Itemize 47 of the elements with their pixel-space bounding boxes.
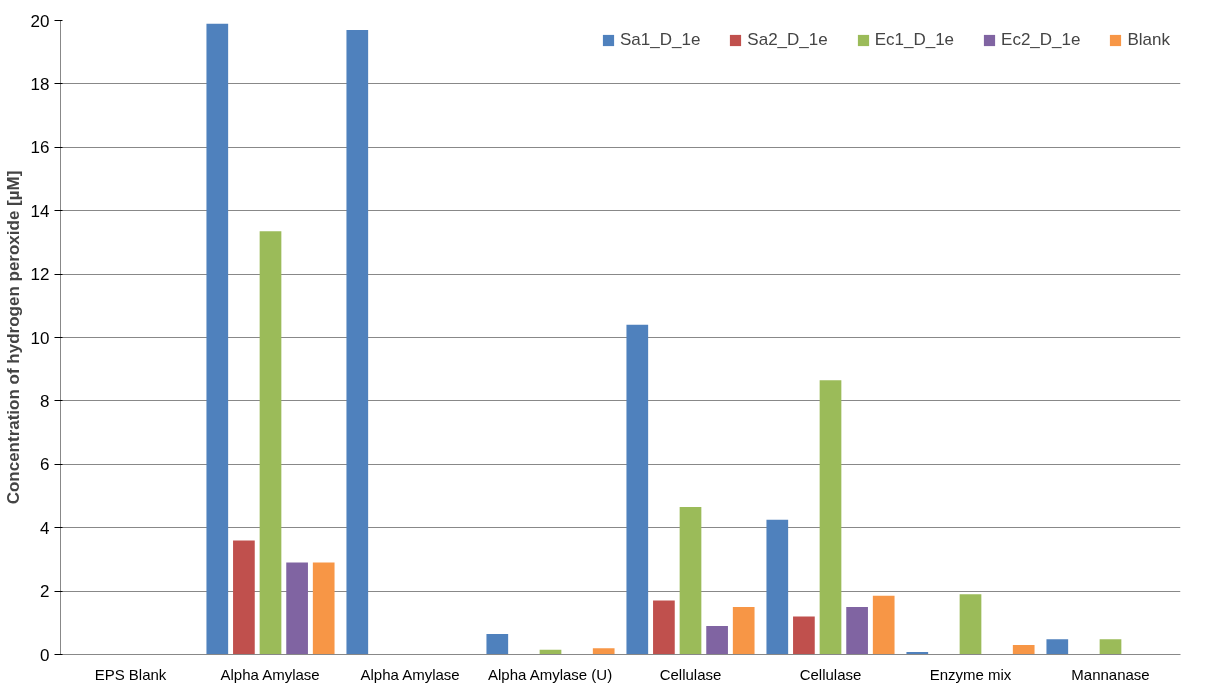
legend-label: Sa1_D_1e (620, 30, 701, 50)
bar (233, 540, 255, 655)
bar (592, 648, 615, 655)
bar (872, 595, 895, 655)
bar (732, 606, 755, 655)
bar (346, 30, 369, 655)
y-tick-label: 18 (30, 74, 50, 94)
x-tick-label: Alpha Amylase (360, 665, 460, 683)
y-tick-label: 2 (40, 582, 50, 602)
y-tick-label: 12 (30, 265, 50, 285)
y-axis-title: Concentration of hydrogen peroxide [µM] (3, 170, 23, 505)
y-tick-label: 10 (30, 328, 50, 348)
bar (679, 507, 702, 655)
bar (206, 23, 229, 655)
y-tick-label: 20 (30, 11, 50, 31)
legend-label: Ec1_D_1e (874, 30, 955, 50)
x-tick-label: Cellulase (799, 665, 862, 683)
bar (259, 231, 282, 655)
legend-label: Blank (1127, 30, 1170, 50)
bar (312, 562, 335, 655)
y-tick-label: 16 (30, 138, 50, 158)
bar (1099, 639, 1122, 655)
bar (819, 380, 842, 655)
bar (286, 562, 308, 655)
legend-label: Ec2_D_1e (1001, 30, 1081, 50)
bar (766, 519, 789, 655)
bar (846, 606, 868, 655)
bar (486, 633, 509, 655)
y-tick-label: 0 (40, 645, 50, 665)
bar (653, 600, 675, 655)
x-tick-label: Cellulase (659, 665, 722, 683)
x-tick-label: Alpha Amylase (U) (487, 665, 613, 683)
x-tick-label: Enzyme mix (929, 665, 1012, 683)
legend-label: Sa2_D_1e (747, 30, 828, 50)
bar (793, 616, 815, 655)
x-tick-label: Mannanase (1071, 665, 1150, 683)
y-tick-label: 8 (40, 391, 50, 411)
bar (626, 324, 649, 655)
bar (1046, 639, 1069, 655)
bar (959, 594, 982, 655)
x-tick-label: EPS Blank (94, 665, 167, 683)
y-tick-label: 4 (40, 518, 50, 538)
y-tick-label: 6 (40, 455, 50, 475)
bar (1012, 644, 1035, 655)
bar (706, 625, 728, 655)
x-tick-label: Alpha Amylase (220, 665, 320, 683)
y-tick-label: 14 (30, 201, 50, 221)
